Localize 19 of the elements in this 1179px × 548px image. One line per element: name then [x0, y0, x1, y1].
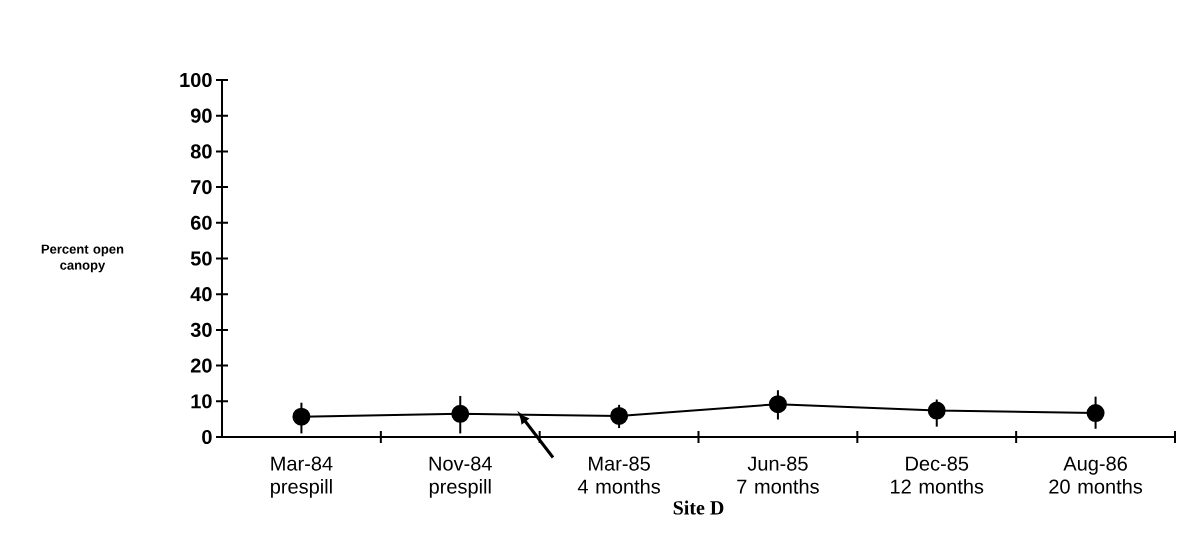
y-tick-label: 0 [202, 429, 212, 445]
x-axis-title: Site D [673, 500, 724, 515]
x-tick-label: Mar-84 prespill [271, 456, 333, 498]
y-tick-label: 70 [191, 180, 212, 195]
y-tick-label: 100 [180, 72, 212, 88]
y-tick-label: 10 [191, 394, 212, 409]
x-tick-label: Aug-86 20 months [1049, 456, 1143, 494]
y-tick-label: 40 [190, 287, 212, 302]
y-tick-label: 20 [190, 358, 212, 373]
x-tick-label: Jun-85 7 months [737, 456, 819, 494]
x-tick-label: Nov-84 prespill [429, 456, 492, 498]
y-tick-label: 60 [190, 215, 212, 230]
y-axis-title: Percent open canopy [41, 244, 124, 273]
x-tick-label: Dec-85 12 months [891, 456, 984, 494]
y-tick-label: 80 [190, 144, 212, 159]
x-tick-label: Mar-85 4 months [577, 456, 661, 494]
y-tick-label: 90 [190, 108, 212, 123]
y-tick-label: 50 [190, 251, 212, 266]
y-tick-label: 30 [190, 322, 212, 337]
